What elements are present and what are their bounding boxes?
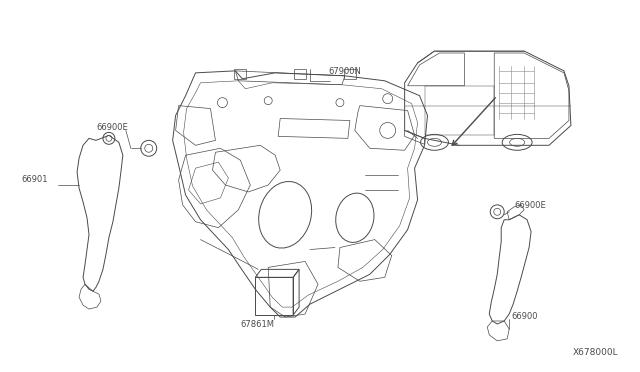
Text: 66900E: 66900E [96,124,128,132]
Text: 67861M: 67861M [241,320,275,329]
Text: 67900N: 67900N [328,67,361,76]
Text: 66900E: 66900E [514,201,546,210]
Text: X678000L: X678000L [573,348,619,357]
Text: 66901: 66901 [21,175,48,184]
Text: 66900: 66900 [511,312,538,321]
